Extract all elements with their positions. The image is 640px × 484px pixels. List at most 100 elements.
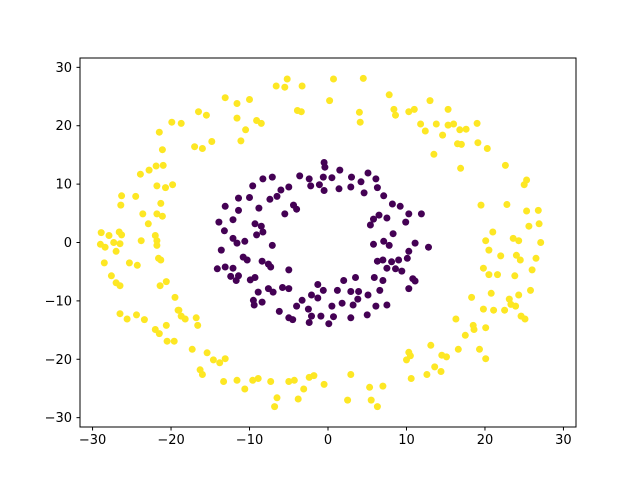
scatter-point [392,265,399,273]
scatter-point [511,272,519,280]
scatter-point [155,128,163,136]
scatter-point [373,257,381,265]
outer-ring-class-points [96,74,545,411]
scatter-point [328,174,336,182]
scatter-point [383,264,391,272]
scatter-point [171,293,179,301]
scatter-point [133,261,141,269]
x-tick-label: 0 [324,433,332,448]
inner-ring-class-points [213,159,432,328]
scatter-point [326,97,334,105]
scatter-point [246,276,254,284]
scatter-point [347,183,355,191]
scatter-point [528,266,536,274]
scatter-point [405,247,413,255]
scatter-point [137,237,145,245]
scatter-point [195,108,202,116]
scatter-point [300,385,308,393]
scatter-point [168,118,176,126]
scatter-point [315,181,323,189]
scatter-point [285,183,293,191]
scatter-point [208,138,216,145]
scatter-point [97,229,105,237]
scatter-point [515,291,523,299]
scatter-point [425,243,432,251]
scatter-point [116,310,124,318]
scatter-point [470,326,478,333]
scatter-point [246,96,253,103]
scatter-point [320,187,328,194]
scatter-point [348,173,355,181]
scatter-point [158,146,166,154]
scatter-point [366,383,374,391]
scatter-point [452,315,460,323]
scatter-point [521,315,529,323]
y-tick-label: 30 [55,61,72,76]
scatter-point [482,324,490,332]
scatter-point [221,263,229,271]
scatter-point [153,210,161,218]
y-tick-label: −20 [45,353,72,368]
scatter-point [396,202,404,210]
scatter-point [319,286,327,294]
scatter-point [155,330,163,338]
scatter-point [468,293,476,301]
scatter-point [227,272,235,280]
scatter-point [249,376,257,384]
scatter-point [516,256,524,264]
scatter-point [118,231,126,239]
scatter-point [407,375,415,382]
scatter-point [279,284,286,291]
scatter-point [501,161,509,169]
scatter-point [355,288,363,295]
scatter-point [373,184,381,192]
scatter-point [456,126,464,134]
scatter-point [289,316,297,324]
scatter-point [390,105,398,113]
data-points [96,74,545,411]
scatter-point [285,285,293,293]
scatter-point [296,172,304,180]
scatter-point [340,277,348,284]
scatter-point [410,105,418,113]
scatter-point [246,194,253,201]
x-axis: −30 −20 −10 0 10 20 30 [79,427,572,448]
scatter-point [457,140,465,148]
scatter-point [267,378,275,385]
scatter-point [354,295,362,303]
scatter-point [281,210,289,218]
scatter-point [372,175,380,183]
scatter-point [421,127,429,135]
scatter-point [402,218,410,226]
scatter-point [474,139,482,147]
scatter-point [403,254,411,262]
scatter-point [123,315,131,323]
scatter-point [152,162,160,170]
scatter-point [379,256,387,264]
scatter-point [347,288,355,295]
scatter-point [267,263,275,271]
scatter-point [266,195,274,203]
scatter-point [364,169,372,177]
scatter-point [338,299,346,307]
scatter-point [310,372,318,380]
scatter-point [213,265,221,273]
scatter-point [534,206,542,214]
scatter-point [527,286,534,294]
scatter-point [305,175,313,183]
scatter-point [395,256,403,264]
scatter-point [383,301,391,309]
scatter-point [192,314,200,322]
scatter-point [356,118,364,126]
y-tick-label: 10 [55,178,72,193]
scatter-point [427,341,435,349]
x-tick-label: 10 [398,433,415,448]
scatter-point [314,281,322,288]
scatter-point [373,403,381,411]
scatter-point [233,376,241,384]
scatter-point [330,75,337,83]
scatter-point [379,277,387,284]
scatter-point [145,166,153,174]
scatter-point [477,201,485,209]
scatter-point [202,111,210,119]
